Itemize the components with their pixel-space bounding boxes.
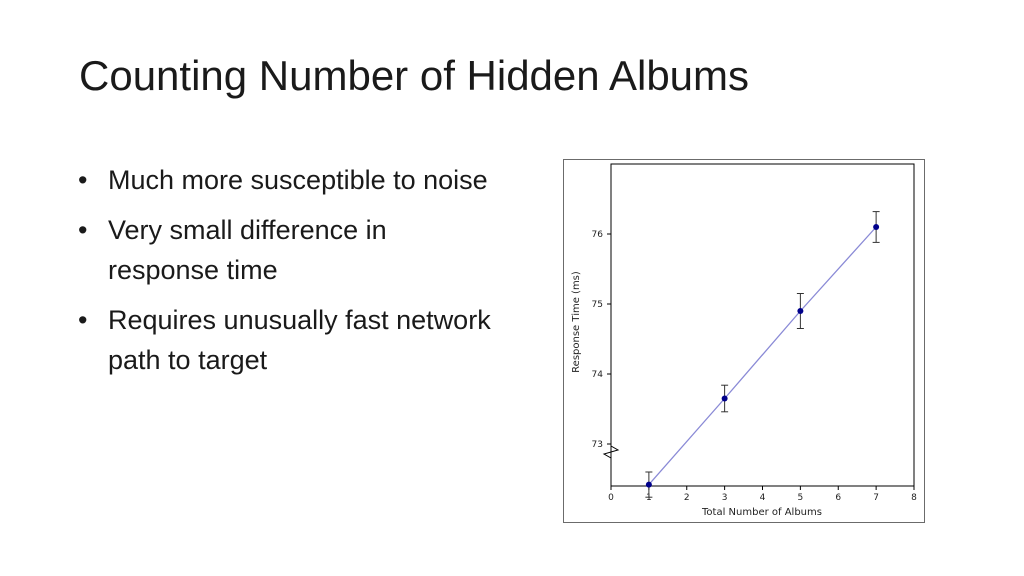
bullet-dot-icon: • — [78, 305, 88, 335]
axis-ticks: 0 1 2 3 4 5 6 7 8 73 74 75 76 — [592, 230, 918, 503]
x-tick-label: 5 — [798, 493, 804, 503]
response-time-chart: 0 1 2 3 4 5 6 7 8 73 74 75 76 Total Number of Albums… — [571, 163, 918, 518]
series-line — [648, 226, 877, 486]
x-tick-label: 7 — [873, 493, 879, 503]
data-point — [873, 224, 880, 230]
x-tick-label: 8 — [911, 493, 917, 503]
x-axis-label: Total Number of Albums — [701, 507, 822, 518]
x-tick-label: 6 — [835, 493, 841, 503]
data-point — [797, 308, 804, 314]
bullet-text: Much more susceptible to noise — [108, 165, 488, 195]
plot-area — [610, 163, 915, 487]
x-tick-label: 2 — [684, 493, 690, 503]
data-marks — [645, 211, 880, 498]
chart-frame: 0 1 2 3 4 5 6 7 8 73 74 75 76 Total Number of Albums… — [563, 159, 925, 523]
y-axis-break-icon — [602, 445, 620, 459]
bullet-text: Requires unusually fast network path to … — [108, 305, 491, 375]
bullet-dot-icon: • — [78, 165, 88, 195]
bullet-text: Very small difference in response time — [108, 215, 387, 285]
data-point — [721, 395, 728, 402]
data-point — [645, 481, 652, 488]
bullet-list: • Much more susceptible to noise • Very sm… — [78, 160, 498, 390]
x-tick-label: 4 — [760, 493, 766, 503]
bullet-dot-icon: • — [78, 215, 88, 245]
y-axis-label: Response Time (ms) — [571, 271, 582, 373]
y-tick-label: 73 — [592, 440, 603, 450]
y-tick-label: 76 — [592, 230, 604, 240]
x-tick-label: 0 — [608, 493, 614, 503]
slide-title: Counting Number of Hidden Albums — [79, 52, 750, 99]
bullet-item: • Very small difference in response time — [78, 210, 498, 290]
y-tick-label: 74 — [592, 370, 604, 380]
bullet-item: • Requires unusually fast network path to… — [78, 300, 498, 380]
x-tick-label: 1 — [646, 493, 652, 503]
y-tick-label: 75 — [592, 300, 603, 310]
x-tick-label: 3 — [722, 493, 728, 503]
bullet-item: • Much more susceptible to noise — [78, 160, 498, 200]
